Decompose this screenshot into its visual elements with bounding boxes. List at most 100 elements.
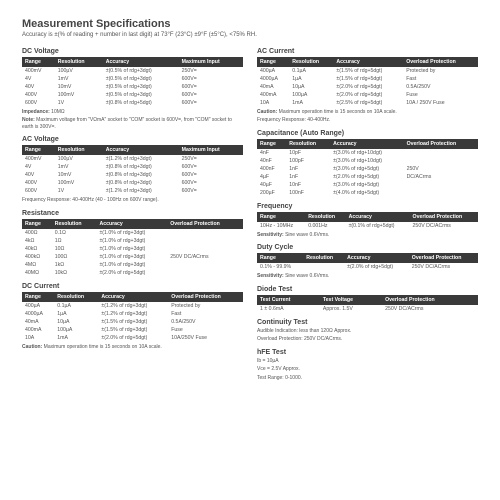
col-header: Range [257,139,286,149]
table-row: 1 ± 0.6mAApprox. 1.5V250V DC/ACrms [257,305,478,313]
cell: Fuse [168,326,243,334]
cell: ±(1.2% of rdg+3dgt) [103,155,179,163]
cell: 1mV [55,163,103,171]
table-row: 400µA0.1µA±(1.2% of rdg+3dgt)Protected b… [22,302,243,310]
cell: 10A/250V Fuse [168,334,243,342]
cell: 4nF [257,149,286,157]
cell [404,149,478,157]
cell: 10Ω [52,245,97,253]
cell: ±(0.5% of rdg+3dgt) [103,83,179,91]
cell: 10A [257,99,289,107]
table-row: 400Ω0.1Ω±(1.0% of rdg+3dgt) [22,229,243,237]
cell [167,261,243,269]
cell: 100µV [55,67,103,75]
col-header: Overload Protection [410,212,478,222]
cell: 0.001Hz [305,222,345,230]
note: Ib = 10µA [257,358,478,365]
col-header: Overload Protection [403,57,478,67]
cell: 4000µA [22,310,54,318]
table-row: 200µF100nF±(4.0% of rdg+5dgt) [257,189,478,197]
col-header: Overload Protection [409,253,478,263]
note: Frequency Response: 40-400Hz (40 - 100Hz… [22,197,243,204]
cell: ±(1.5% of rdg+3dgt) [98,318,168,326]
table-row: 10A1mA±(2.5% of rdg+5dgt)10A / 250V Fuse [257,99,478,107]
cell: ±(1.5% of rdg+5dgt) [333,75,403,83]
cell: 40mA [22,318,54,326]
col-header: Accuracy [346,212,410,222]
cell: ±(2.0% of rdg+5dgt) [333,83,403,91]
note: Test Range: 0-1000. [257,375,478,382]
table-row: 4000µA1µA±(1.2% of rdg+3dgt)Fast [22,310,243,318]
cell: 0.5A/250V [168,318,243,326]
table-row: 4kΩ1Ω±(1.0% of rdg+3dgt) [22,237,243,245]
table-row: 10Hz - 10MHz0.001Hz±(0.1% of rdg+5dgt)25… [257,222,478,230]
cell: Fuse [403,91,478,99]
cell: DC/ACrms [404,173,478,181]
cell: 40µF [257,181,286,189]
col-header: Accuracy [330,139,403,149]
cell: ±(2.0% of rdg+5dgt) [330,173,403,181]
col-header: Resolution [52,219,97,229]
ac-voltage: AC VoltageRangeResolutionAccuracyMaximum… [22,136,243,204]
col-header: Range [22,219,52,229]
note: Audible Indication: less than 120Ω Appro… [257,328,478,335]
cell: 600V= [179,99,243,107]
col-header: Resolution [55,57,103,67]
cell: ±(1.5% of rdg+3dgt) [98,326,168,334]
note: Note: Maximum voltage from "VΩmA" socket… [22,117,243,130]
table-row: 400V100mV±(0.8% of rdg+3dgt)600V= [22,179,243,187]
dc-voltage: DC VoltageRangeResolutionAccuracyMaximum… [22,48,243,131]
col-header: Range [257,57,289,67]
cell: 100mV [55,179,103,187]
cell: 1µA [54,310,98,318]
note: Sensitivity: Sine wave 0.6Vrms. [257,273,478,280]
capacitance: Capacitance (Auto Range)RangeResolutionA… [257,130,478,197]
cell: 4kΩ [22,237,52,245]
col-header: Range [22,145,55,155]
note: Vce = 2.5V Approx. [257,366,478,373]
cell: ±(0.8% of rdg+3dgt) [103,171,179,179]
cell: 1µA [289,75,333,83]
cell: 200µF [257,189,286,197]
cell: 100µA [54,326,98,334]
ac-current: AC CurrentRangeResolutionAccuracyOverloa… [257,48,478,124]
duty-cycle: Duty CycleRangeResolutionAccuracyOverloa… [257,244,478,280]
cell: 400mA [257,91,289,99]
cell: ±(1.0% of rdg+3dgt) [96,237,167,245]
col-header: Overload Protection [168,292,243,302]
cell: ±(1.0% of rdg+3dgt) [96,253,167,261]
table-row: 400mV100µV±(0.5% of rdg+3dgt)250V= [22,67,243,75]
cell [303,263,344,271]
cell: 600V= [179,75,243,83]
col-header: Overload Protection [167,219,243,229]
table-row: 40µF10nF±(3.0% of rdg+5dgt) [257,181,478,189]
cell: 10mV [55,83,103,91]
table-row: 40MΩ10kΩ±(2.0% of rdg+5dgt) [22,269,243,277]
cell: 40MΩ [22,269,52,277]
col-header: Range [22,292,54,302]
cell: 400V [22,91,55,99]
cell: ±(2.0% of rdg+5dgt) [344,263,409,271]
cell: ±(3.0% of rdg+10dgt) [330,149,403,157]
cell: 250V DC/ACrms [167,253,243,261]
table-row: 40V10mV±(0.8% of rdg+3dgt)600V= [22,171,243,179]
columns: DC VoltageRangeResolutionAccuracyMaximum… [22,48,478,388]
col-header: Test Current [257,295,320,305]
cell: 400V [22,179,55,187]
note: Caution: Maximum operation time is 15 se… [257,109,478,116]
table-row: 600V1V±(0.8% of rdg+5dgt)600V= [22,99,243,107]
cell: Fast [403,75,478,83]
cell: Approx. 1.5V [320,305,382,313]
cell: ±(1.2% of rdg+3dgt) [98,302,168,310]
col-header: Overload Protection [404,139,478,149]
col-header: Accuracy [344,253,409,263]
cell: 400mV [22,155,55,163]
table-row: 4000µA1µA±(1.5% of rdg+5dgt)Fast [257,75,478,83]
col-header: Resolution [289,57,333,67]
cell [404,189,478,197]
cell: ±(2.0% of rdg+5dgt) [333,91,403,99]
col-header: Test Voltage [320,295,382,305]
cell: 400nF [257,165,286,173]
table-row: 400mA100µA±(2.0% of rdg+5dgt)Fuse [257,91,478,99]
page-title: Measurement Specifications [22,18,478,30]
